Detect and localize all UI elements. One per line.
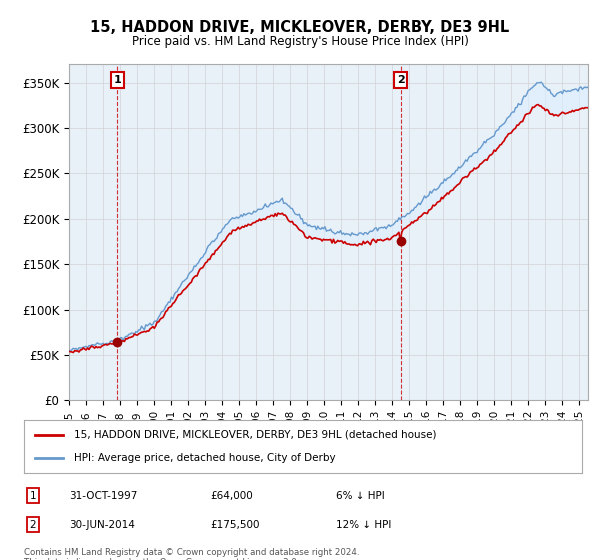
Text: 1: 1 <box>113 75 121 85</box>
Text: 31-OCT-1997: 31-OCT-1997 <box>69 491 137 501</box>
Text: Price paid vs. HM Land Registry's House Price Index (HPI): Price paid vs. HM Land Registry's House … <box>131 35 469 48</box>
Text: Contains HM Land Registry data © Crown copyright and database right 2024.
This d: Contains HM Land Registry data © Crown c… <box>24 548 359 560</box>
Text: 15, HADDON DRIVE, MICKLEOVER, DERBY, DE3 9HL: 15, HADDON DRIVE, MICKLEOVER, DERBY, DE3… <box>91 20 509 35</box>
Text: £175,500: £175,500 <box>210 520 260 530</box>
Text: HPI: Average price, detached house, City of Derby: HPI: Average price, detached house, City… <box>74 453 336 463</box>
Text: 6% ↓ HPI: 6% ↓ HPI <box>336 491 385 501</box>
Text: £64,000: £64,000 <box>210 491 253 501</box>
Text: 15, HADDON DRIVE, MICKLEOVER, DERBY, DE3 9HL (detached house): 15, HADDON DRIVE, MICKLEOVER, DERBY, DE3… <box>74 430 437 440</box>
Text: 12% ↓ HPI: 12% ↓ HPI <box>336 520 391 530</box>
Text: 2: 2 <box>29 520 37 530</box>
Text: 30-JUN-2014: 30-JUN-2014 <box>69 520 135 530</box>
Text: 2: 2 <box>397 75 404 85</box>
Text: 1: 1 <box>29 491 37 501</box>
